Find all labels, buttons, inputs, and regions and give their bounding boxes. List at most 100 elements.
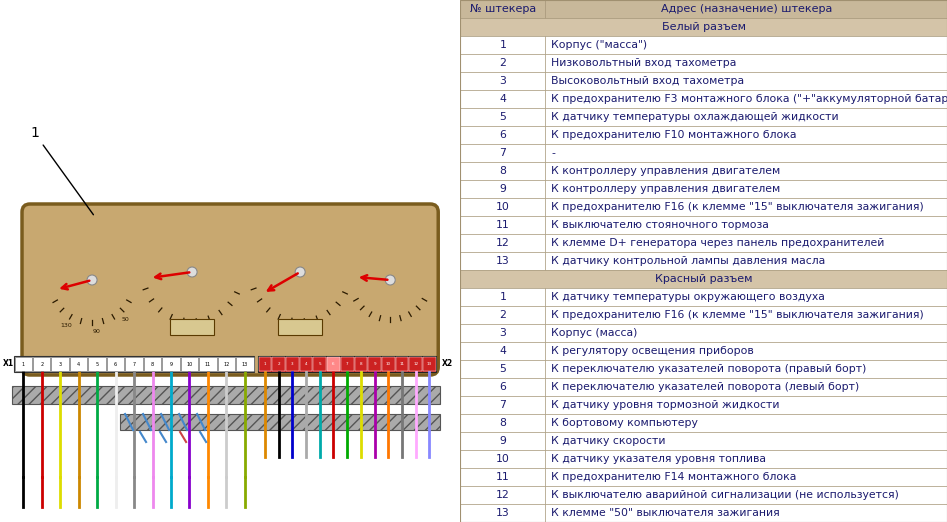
- Text: 11: 11: [496, 220, 509, 230]
- Text: Высоковольтный вход тахометра: Высоковольтный вход тахометра: [551, 76, 744, 86]
- Bar: [460, 270, 947, 288]
- Bar: [460, 180, 545, 198]
- Text: 9: 9: [499, 436, 507, 446]
- Text: К переключателю указателей поворота (правый борт): К переключателю указателей поворота (пра…: [551, 364, 867, 374]
- Text: К контроллеру управления двигателем: К контроллеру управления двигателем: [551, 166, 780, 176]
- Text: 12: 12: [223, 362, 229, 366]
- Text: 3: 3: [499, 76, 507, 86]
- Bar: [460, 216, 545, 234]
- Bar: [545, 504, 947, 522]
- Bar: [545, 360, 947, 378]
- Circle shape: [87, 275, 97, 285]
- Bar: [545, 486, 947, 504]
- Bar: [278, 319, 322, 335]
- Text: -: -: [551, 148, 555, 158]
- Text: К регулятору освещения приборов: К регулятору освещения приборов: [551, 346, 754, 356]
- Bar: [368, 357, 381, 371]
- Bar: [545, 144, 947, 162]
- Text: 12: 12: [496, 490, 509, 500]
- Bar: [51, 357, 69, 371]
- Circle shape: [385, 275, 395, 285]
- Bar: [545, 450, 947, 468]
- Text: 3: 3: [499, 328, 507, 338]
- Bar: [545, 0, 947, 18]
- Text: 8: 8: [151, 362, 154, 366]
- Bar: [170, 319, 214, 335]
- Bar: [460, 252, 545, 270]
- Bar: [545, 414, 947, 432]
- Bar: [460, 306, 545, 324]
- Bar: [460, 378, 545, 396]
- FancyBboxPatch shape: [22, 204, 438, 375]
- Bar: [460, 396, 545, 414]
- Bar: [396, 357, 408, 371]
- Bar: [545, 342, 947, 360]
- Text: 7: 7: [133, 362, 135, 366]
- Text: К датчику температуры окружающего воздуха: К датчику температуры окружающего воздух…: [551, 292, 825, 302]
- Text: 6: 6: [499, 382, 507, 392]
- Bar: [460, 90, 545, 108]
- Text: 2: 2: [40, 362, 44, 366]
- Bar: [327, 357, 340, 371]
- Text: 1: 1: [263, 362, 266, 366]
- Bar: [14, 356, 254, 372]
- Bar: [460, 234, 545, 252]
- Text: Корпус (масса): Корпус (масса): [551, 328, 637, 338]
- Text: К клемме "50" выключателя зажигания: К клемме "50" выключателя зажигания: [551, 508, 780, 518]
- Text: 7: 7: [346, 362, 348, 366]
- Text: К предохранителю F3 монтажного блока ("+"аккумуляторной батареи): К предохранителю F3 монтажного блока ("+…: [551, 94, 947, 104]
- Bar: [120, 414, 440, 430]
- Text: Адрес (назначение) штекера: Адрес (назначение) штекера: [660, 4, 831, 14]
- Text: К предохранителю F10 монтажного блока: К предохранителю F10 монтажного блока: [551, 130, 796, 140]
- Text: 13: 13: [496, 256, 509, 266]
- Bar: [545, 324, 947, 342]
- Text: 13: 13: [241, 362, 248, 366]
- Bar: [545, 432, 947, 450]
- Bar: [545, 216, 947, 234]
- Text: 3: 3: [291, 362, 294, 366]
- Text: К предохранителю F14 монтажного блока: К предохранителю F14 монтажного блока: [551, 472, 796, 482]
- Bar: [107, 357, 124, 371]
- Bar: [545, 126, 947, 144]
- Bar: [545, 108, 947, 126]
- Bar: [460, 162, 545, 180]
- Circle shape: [188, 267, 197, 277]
- Bar: [199, 357, 217, 371]
- Bar: [460, 324, 545, 342]
- Text: 10: 10: [496, 454, 509, 464]
- Bar: [144, 357, 161, 371]
- Bar: [460, 0, 545, 18]
- Text: 11: 11: [496, 472, 509, 482]
- Bar: [409, 357, 422, 371]
- Text: К выключателю аварийной сигнализации (не используется): К выключателю аварийной сигнализации (не…: [551, 490, 899, 500]
- Bar: [14, 357, 32, 371]
- Bar: [125, 357, 143, 371]
- Text: 4: 4: [499, 346, 507, 356]
- Text: 7: 7: [499, 148, 507, 158]
- Bar: [460, 432, 545, 450]
- Text: № штекера: № штекера: [470, 4, 536, 14]
- Text: 13: 13: [496, 508, 509, 518]
- Text: К датчику указателя уровня топлива: К датчику указателя уровня топлива: [551, 454, 766, 464]
- Text: 6: 6: [499, 130, 507, 140]
- Text: 8: 8: [499, 418, 507, 428]
- Text: 4: 4: [499, 94, 507, 104]
- Bar: [460, 54, 545, 72]
- Text: К датчику уровня тормозной жидкости: К датчику уровня тормозной жидкости: [551, 400, 779, 410]
- Text: К предохранителю F16 (к клемме "15" выключателя зажигания): К предохранителю F16 (к клемме "15" выкл…: [551, 202, 924, 212]
- Text: 1: 1: [499, 40, 507, 50]
- Bar: [545, 180, 947, 198]
- Bar: [460, 18, 947, 36]
- Bar: [460, 72, 545, 90]
- Bar: [460, 288, 545, 306]
- Bar: [545, 288, 947, 306]
- Bar: [460, 468, 545, 486]
- Bar: [545, 36, 947, 54]
- Text: 130: 130: [61, 323, 72, 327]
- Bar: [545, 378, 947, 396]
- Bar: [545, 396, 947, 414]
- Bar: [162, 357, 180, 371]
- Text: Низковольтный вход тахометра: Низковольтный вход тахометра: [551, 58, 737, 68]
- Bar: [460, 144, 545, 162]
- Text: 5: 5: [499, 112, 507, 122]
